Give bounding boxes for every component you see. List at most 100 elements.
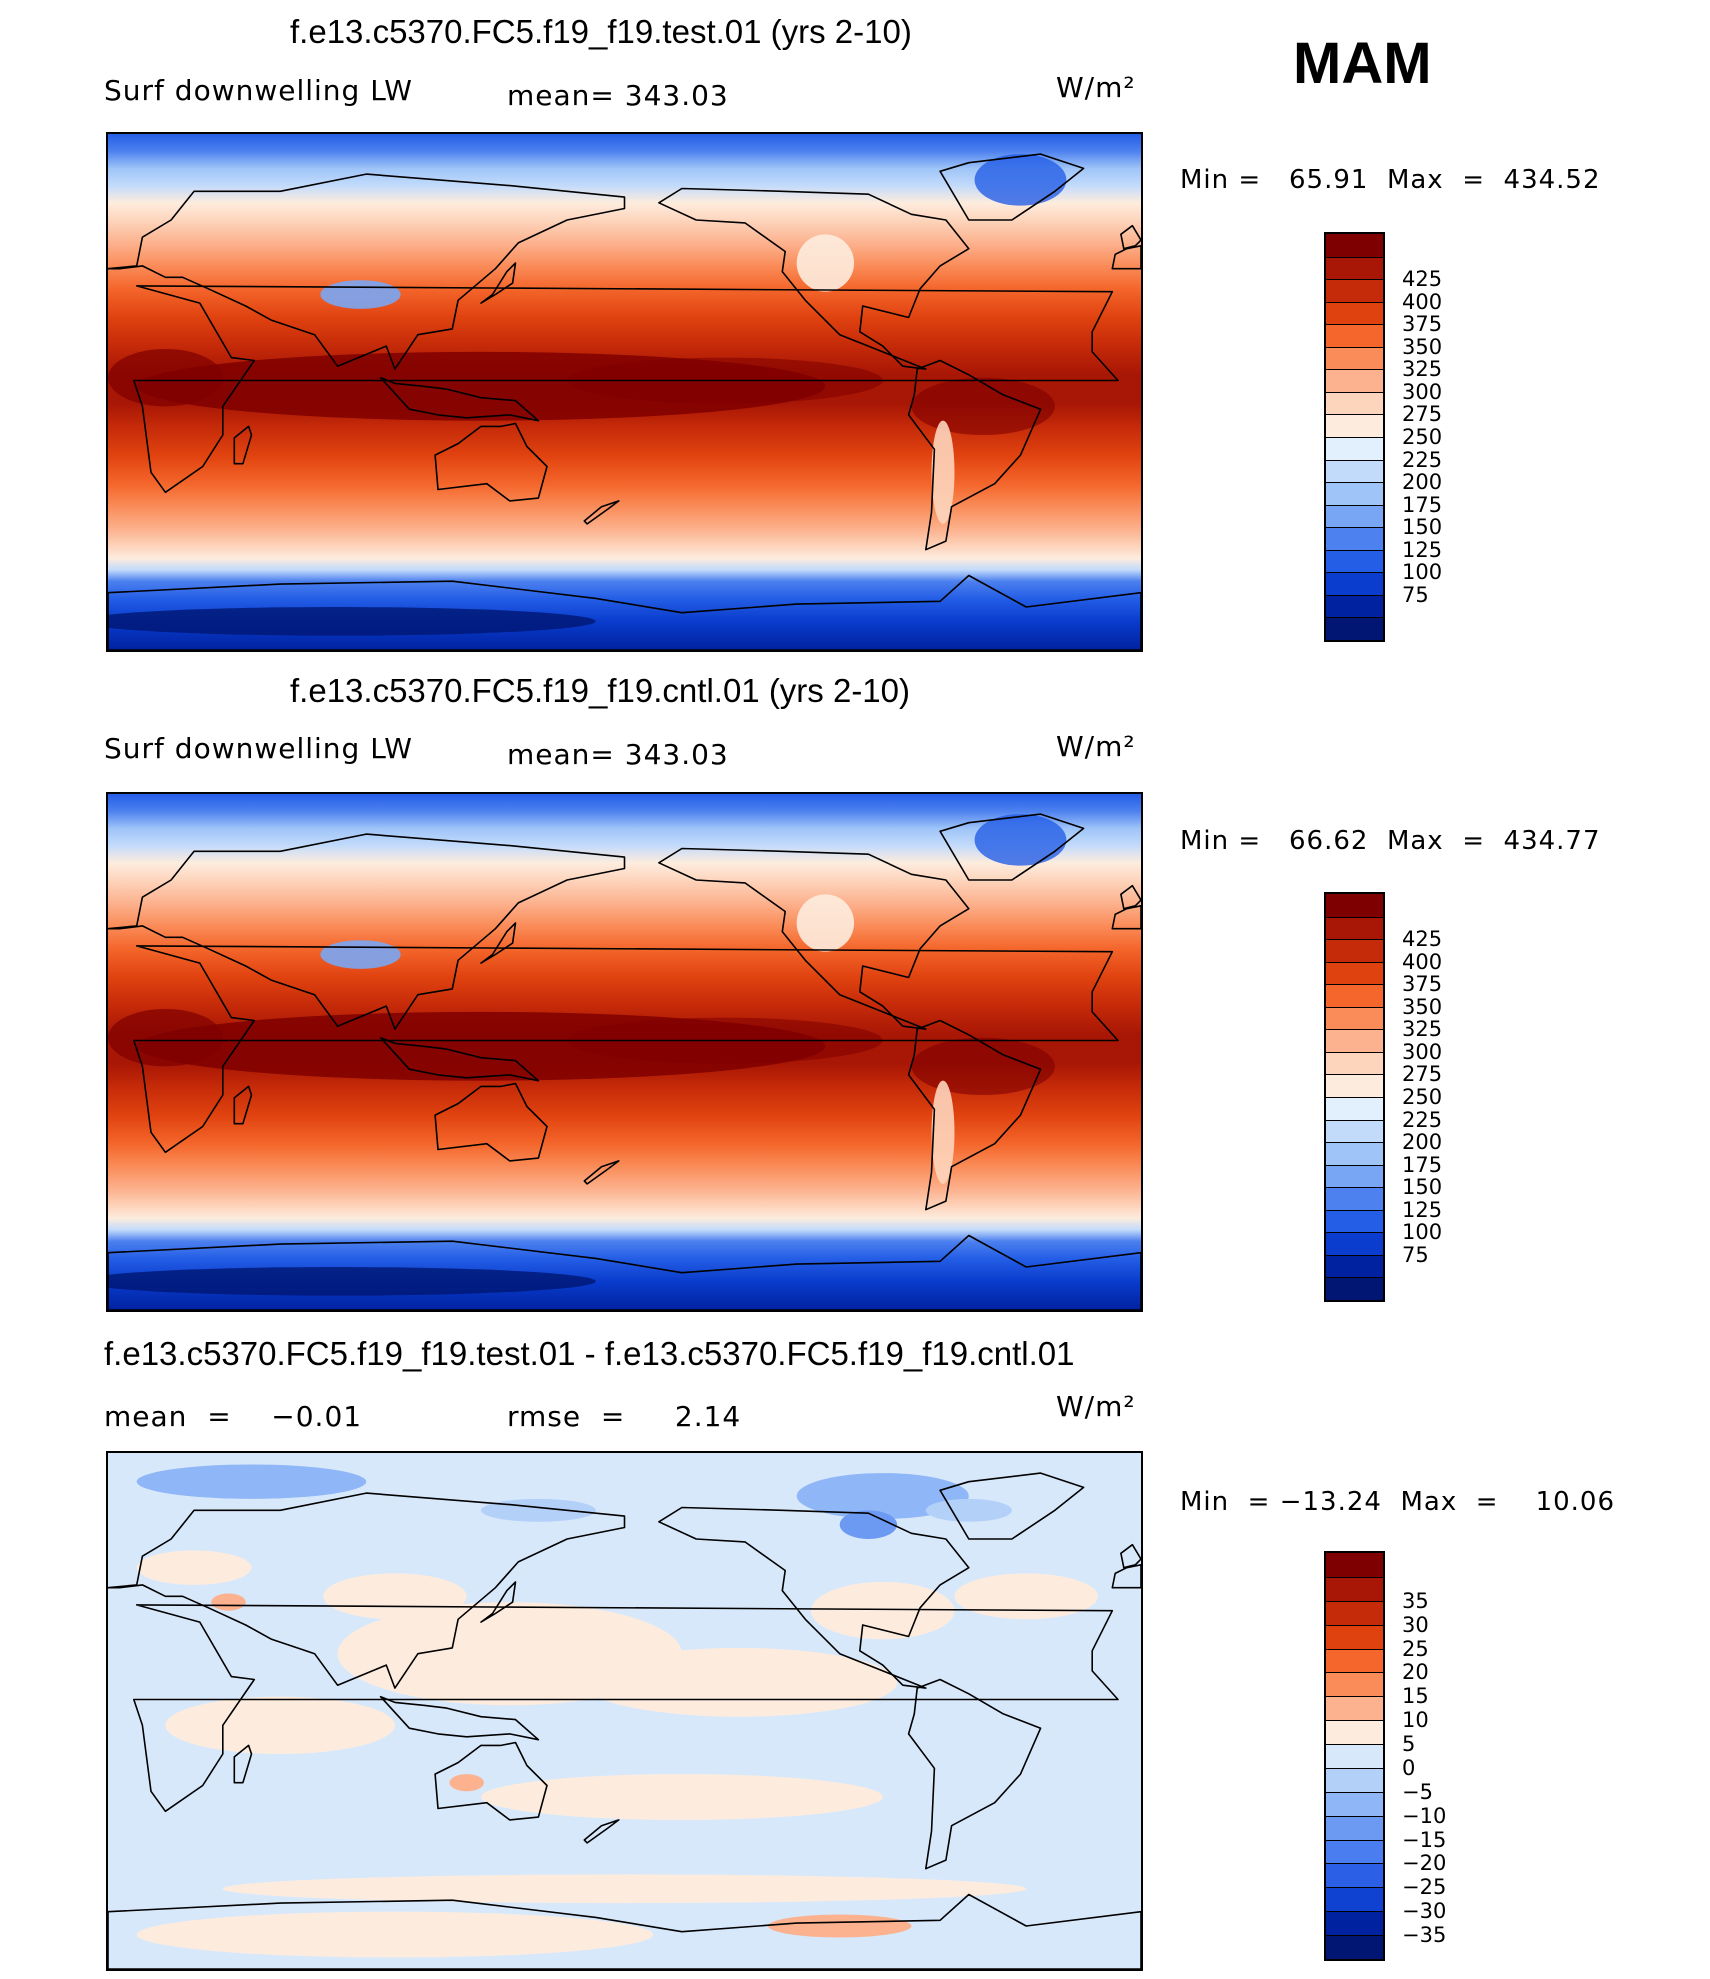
- colorbar-separator: [1326, 1232, 1383, 1234]
- colorbar-swatch: [1326, 324, 1383, 348]
- colorbar-tick-label: 325: [1402, 357, 1443, 382]
- colorbar-swatch: [1326, 504, 1383, 528]
- colorbar-swatch: [1326, 1074, 1383, 1098]
- coastline: [480, 922, 517, 964]
- colorbar-separator: [1326, 961, 1383, 963]
- diff-feature: [165, 1696, 395, 1754]
- colorbar-swatch: [1326, 1209, 1383, 1233]
- colorbar-tick-label: −35: [1402, 1923, 1447, 1948]
- colorbar-swatch: [1326, 482, 1383, 506]
- colorbar-separator: [1326, 916, 1383, 918]
- colorbar-swatch: [1326, 594, 1383, 618]
- coastline: [907, 1678, 1042, 1870]
- colorbar-tick-label: 75: [1402, 1242, 1429, 1267]
- colorbar-swatch: [1326, 572, 1383, 596]
- colorbar-tick-label: 225: [1402, 447, 1443, 472]
- colorbar-separator: [1326, 1254, 1383, 1256]
- colorbar-swatch: [1326, 1006, 1383, 1030]
- map-svg: [108, 134, 1141, 650]
- colorbar-separator: [1326, 1051, 1383, 1053]
- panel3-map: [106, 1451, 1143, 1971]
- coastline: [658, 187, 970, 370]
- panel2-title: f.e13.c5370.FC5.f19_f19.cntl.01 (yrs 2-1…: [290, 672, 911, 709]
- colorbar-swatch: [1326, 1051, 1383, 1075]
- colorbar-swatch: [1326, 1911, 1383, 1936]
- colorbar-tick-label: 75: [1402, 582, 1429, 607]
- coastline: [480, 1581, 517, 1623]
- coastline: [379, 1695, 540, 1741]
- colorbar-swatch: [1326, 617, 1383, 641]
- panel3-rmse-label: rmse = 2.14: [507, 1400, 742, 1433]
- colorbar-tick-label: 300: [1402, 379, 1443, 404]
- diff-feature: [767, 1914, 912, 1938]
- colorbar-tick-label: −20: [1402, 1851, 1447, 1876]
- colorbar-swatch: [1326, 1142, 1383, 1166]
- colorbar-separator: [1326, 482, 1383, 484]
- colorbar-tick-label: 30: [1402, 1612, 1429, 1637]
- colorbar-tick-label: 350: [1402, 994, 1443, 1019]
- diff-feature: [839, 1510, 898, 1539]
- field-feature: [796, 894, 855, 952]
- colorbar-separator: [1326, 984, 1383, 986]
- coastline: [658, 847, 970, 1030]
- colorbar-tick-label: 20: [1402, 1660, 1429, 1685]
- colorbar-tick-label: 250: [1402, 425, 1443, 449]
- colorbar-separator: [1326, 1624, 1383, 1626]
- colorbar-separator: [1326, 594, 1383, 596]
- colorbar-separator: [1326, 939, 1383, 941]
- colorbar-separator: [1326, 572, 1383, 574]
- colorbar-separator: [1326, 1097, 1383, 1098]
- coastline: [379, 376, 540, 422]
- colorbar-swatch: [1326, 527, 1383, 551]
- field-feature: [796, 234, 855, 292]
- panel2-map: [106, 792, 1143, 1312]
- colorbar-swatch: [1326, 1553, 1383, 1578]
- colorbar-tick-label: 35: [1402, 1588, 1429, 1613]
- colorbar-swatch: [1326, 1600, 1383, 1626]
- coastline: [133, 945, 1119, 1154]
- colorbar-swatch: [1326, 1672, 1383, 1697]
- diff-feature: [481, 1498, 596, 1522]
- diff-feature: [796, 1473, 969, 1519]
- colorbar-tick-label: 125: [1402, 537, 1443, 562]
- coastline: [233, 1085, 253, 1125]
- coastline: [1111, 905, 1141, 930]
- colorbar-tick-label: −10: [1402, 1803, 1447, 1828]
- colorbar-tick-label: 175: [1402, 1152, 1443, 1177]
- colorbar-swatch: [1326, 279, 1383, 303]
- panel2-minmax: Min = 66.62 Max = 434.77: [1180, 826, 1601, 856]
- colorbar-separator: [1326, 1187, 1383, 1189]
- coastline: [583, 1819, 620, 1844]
- colorbar-separator: [1326, 1600, 1383, 1602]
- colorbar-separator: [1326, 1767, 1383, 1769]
- colorbar-swatch: [1326, 984, 1383, 1008]
- field-feature: [320, 280, 401, 309]
- colorbar-tick-label: 15: [1402, 1684, 1429, 1709]
- field-feature: [974, 814, 1067, 866]
- panel1-mean-label: mean= 343.03: [507, 79, 729, 112]
- colorbar-separator: [1326, 527, 1383, 529]
- colorbar-tick-label: 225: [1402, 1107, 1443, 1132]
- colorbar-swatch: [1326, 369, 1383, 393]
- field-feature: [911, 1037, 1055, 1095]
- colorbar-swatch: [1326, 1863, 1383, 1888]
- colorbar-swatch: [1326, 894, 1383, 918]
- coastline: [907, 359, 1042, 551]
- colorbar-swatch: [1326, 437, 1383, 461]
- coastline: [583, 500, 620, 525]
- colorbar-swatch: [1326, 549, 1383, 573]
- colorbar-tick-label: 375: [1402, 312, 1443, 337]
- colorbar-tick-label: 300: [1402, 1039, 1443, 1064]
- panel3-minmax: Min = −13.24 Max = 10.06: [1180, 1487, 1616, 1517]
- coastline: [108, 1234, 1141, 1310]
- field-feature: [108, 1267, 596, 1296]
- colorbar-separator: [1326, 279, 1383, 281]
- colorbar-separator: [1326, 549, 1383, 551]
- coastline: [133, 1604, 1119, 1813]
- colorbar-tick-label: 350: [1402, 334, 1443, 359]
- colorbar-swatch: [1326, 961, 1383, 985]
- colorbar-tick-label: 425: [1402, 267, 1443, 292]
- colorbar-swatch: [1326, 256, 1383, 280]
- colorbar-swatch: [1326, 459, 1383, 483]
- diff-feature: [136, 1464, 367, 1499]
